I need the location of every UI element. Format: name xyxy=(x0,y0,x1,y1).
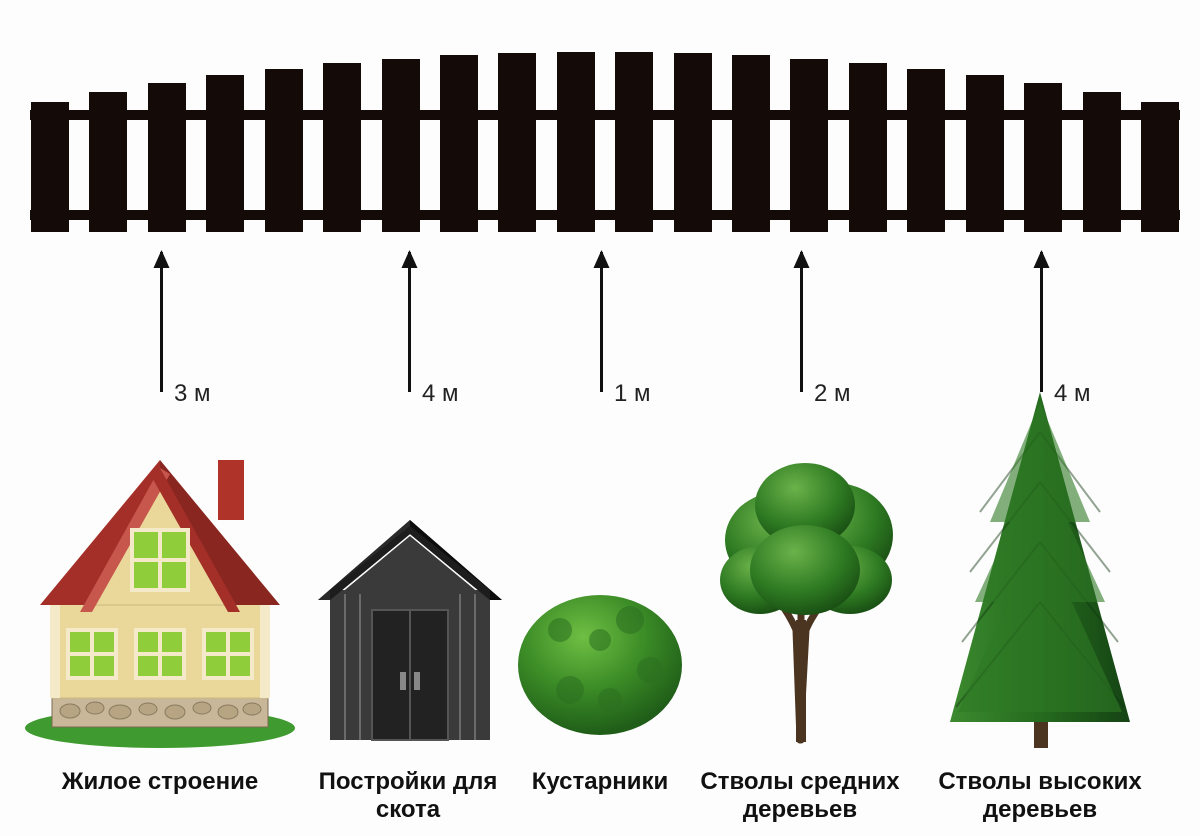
diagram-stage: 3 мЖилое строение4 мПостройки для скота1… xyxy=(0,0,1200,836)
shed-illustration xyxy=(300,500,520,750)
fence-plank xyxy=(615,52,653,232)
house-illustration xyxy=(20,430,300,750)
fence-plank xyxy=(265,69,303,232)
arrow-head-icon xyxy=(402,250,418,268)
arrow-head-icon xyxy=(154,250,170,268)
fence-plank xyxy=(849,63,887,232)
medium-tree-illustration xyxy=(700,450,910,750)
shrub-illustration xyxy=(510,570,690,750)
distance-arrow xyxy=(408,252,411,392)
fence-plank xyxy=(674,53,712,232)
item-caption: Жилое строение xyxy=(40,768,280,796)
distance-arrow xyxy=(600,252,603,392)
arrow-head-icon xyxy=(794,250,810,268)
distance-label: 4 м xyxy=(422,380,459,408)
item-caption: Стволы средних деревьев xyxy=(680,768,920,823)
fence-plank xyxy=(382,59,420,232)
fence-plank xyxy=(732,55,770,232)
fence-plank xyxy=(498,53,536,232)
tall-tree-illustration xyxy=(920,392,1160,752)
arrow-head-icon xyxy=(594,250,610,268)
fence-top-rail xyxy=(30,110,1180,120)
distance-arrow xyxy=(160,252,163,392)
distance-label: 1 м xyxy=(614,380,651,408)
fence-plank xyxy=(323,63,361,232)
fence-bottom-rail xyxy=(30,210,1180,220)
fence-plank xyxy=(557,52,595,232)
fence-plank xyxy=(966,75,1004,232)
arrow-head-icon xyxy=(1034,250,1050,268)
fence-plank xyxy=(790,59,828,232)
fence-plank xyxy=(206,75,244,232)
distance-label: 3 м xyxy=(174,380,211,408)
item-caption: Стволы высоких деревьев xyxy=(920,768,1160,823)
fence-plank xyxy=(440,55,478,232)
distance-arrow xyxy=(800,252,803,392)
distance-label: 4 м xyxy=(1054,380,1091,408)
distance-label: 2 м xyxy=(814,380,851,408)
distance-arrow xyxy=(1040,252,1043,392)
fence-plank xyxy=(907,69,945,232)
